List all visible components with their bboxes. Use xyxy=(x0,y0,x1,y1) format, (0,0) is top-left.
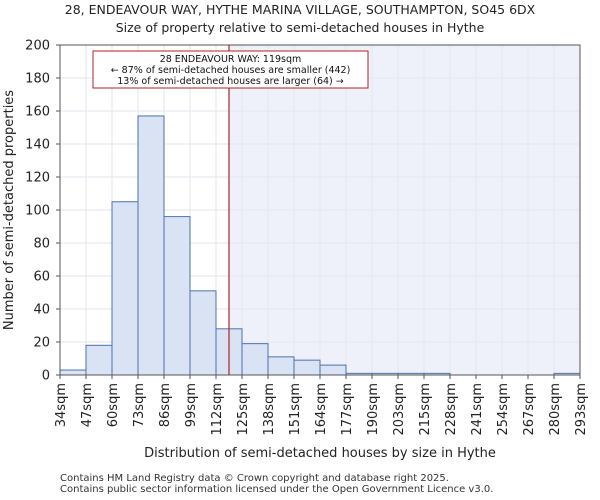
y-tick-label: 80 xyxy=(33,237,50,252)
annotation-box: 28 ENDEAVOUR WAY: 119sqm ← 87% of semi-d… xyxy=(92,50,369,89)
x-tick-label: 73sqm xyxy=(132,383,147,427)
x-tick-label: 293sqm xyxy=(574,383,589,436)
bar-151sqm xyxy=(293,359,321,376)
bar-125sqm xyxy=(241,343,269,376)
y-tick-label: 160 xyxy=(25,105,50,120)
chart-title-address: 28, ENDEAVOUR WAY, HYTHE MARINA VILLAGE,… xyxy=(64,2,536,17)
y-tick-label: 100 xyxy=(25,204,50,219)
x-tick-label: 280sqm xyxy=(548,383,563,436)
bar-86sqm xyxy=(163,216,191,376)
x-tick-label: 138sqm xyxy=(262,383,277,436)
x-tick-label: 254sqm xyxy=(496,383,511,436)
bar-99sqm xyxy=(189,290,217,376)
bar-138sqm xyxy=(267,356,295,376)
x-axis-ticks: 34sqm 47sqm 60sqm 73sqm 86sqm 99sqm 112sqm 125s… xyxy=(54,375,589,436)
x-tick-label: 151sqm xyxy=(288,383,303,436)
x-axis-label: Distribution of semi-detached houses by … xyxy=(144,446,496,461)
y-tick-label: 200 xyxy=(25,39,50,54)
x-tick-label: 228sqm xyxy=(444,383,459,436)
bars xyxy=(59,115,581,376)
annotation-line-1: 28 ENDEAVOUR WAY: 119sqm xyxy=(160,54,302,65)
footer-copyright: Contains HM Land Registry data © Crown c… xyxy=(60,473,449,484)
histogram-chart: 0 20 40 60 80 100 120 140 160 180 200 34sqm 47sqm 60… xyxy=(2,39,589,462)
annotation-line-3: 13% of semi-detached houses are larger (… xyxy=(117,76,344,87)
x-tick-label: 112sqm xyxy=(210,383,225,436)
x-tick-label: 267sqm xyxy=(522,383,537,436)
x-tick-label: 203sqm xyxy=(392,383,407,436)
x-tick-label: 86sqm xyxy=(158,383,173,427)
y-tick-label: 180 xyxy=(25,72,50,87)
x-tick-label: 99sqm xyxy=(184,383,199,427)
y-axis-label: Number of semi-detached properties xyxy=(2,90,17,330)
chart-title: Size of property relative to semi-detach… xyxy=(115,20,485,35)
y-tick-label: 140 xyxy=(25,138,50,153)
x-tick-label: 60sqm xyxy=(106,383,121,427)
bar-34sqm xyxy=(59,369,87,376)
x-tick-label: 47sqm xyxy=(80,383,95,427)
y-tick-label: 20 xyxy=(33,336,50,351)
x-tick-label: 190sqm xyxy=(366,383,381,436)
x-tick-label: 164sqm xyxy=(314,383,329,436)
y-tick-label: 120 xyxy=(25,171,50,186)
annotation-line-2: ← 87% of semi-detached houses are smalle… xyxy=(111,65,351,76)
bar-164sqm xyxy=(319,364,347,376)
y-tick-label: 40 xyxy=(33,303,50,318)
x-tick-label: 215sqm xyxy=(418,383,433,436)
footer-licence: Contains public sector information licen… xyxy=(60,484,494,495)
y-axis-ticks: 0 20 40 60 80 100 120 140 160 180 200 xyxy=(25,39,60,384)
x-tick-label: 177sqm xyxy=(340,383,355,436)
x-tick-label: 125sqm xyxy=(236,383,251,436)
x-tick-label: 241sqm xyxy=(470,383,485,436)
x-tick-label: 34sqm xyxy=(54,383,69,427)
bar-47sqm xyxy=(85,344,113,376)
y-tick-label: 0 xyxy=(42,369,50,384)
bar-60sqm xyxy=(111,201,139,376)
bar-73sqm xyxy=(137,115,165,376)
y-tick-label: 60 xyxy=(33,270,50,285)
